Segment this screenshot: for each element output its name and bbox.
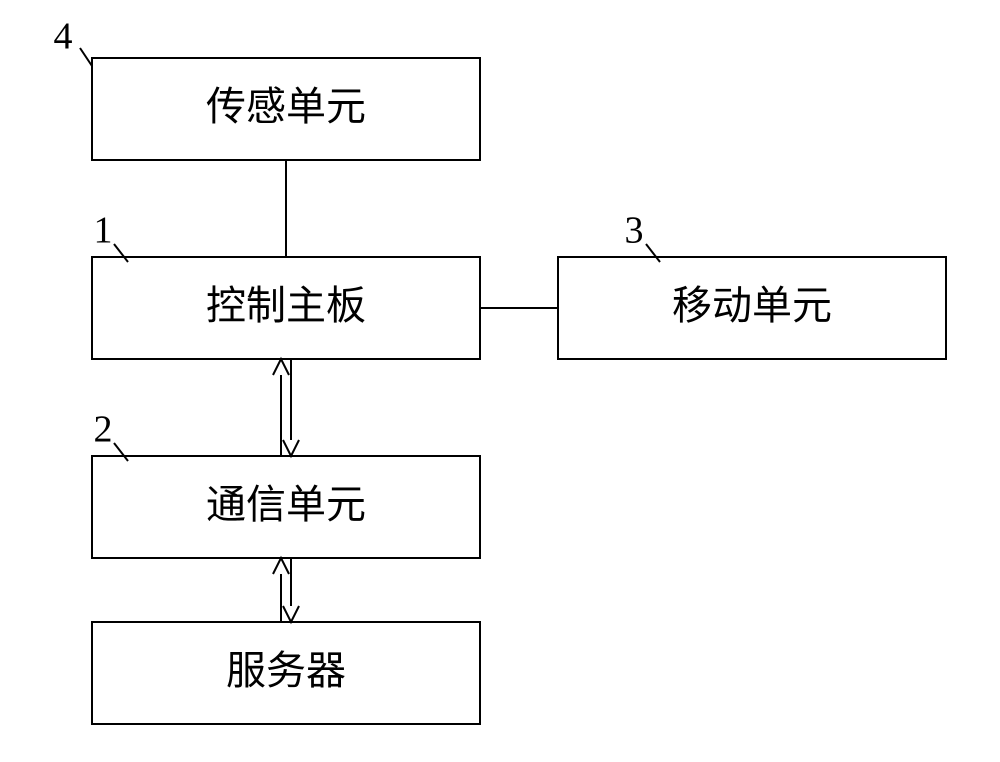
- edge-n1-n2: [273, 359, 299, 456]
- node-srv: 服务器: [92, 622, 480, 724]
- node-number: 1: [94, 210, 113, 252]
- node-label: 服务器: [226, 648, 346, 693]
- node-number: 2: [94, 409, 113, 451]
- edge-n2-srv: [273, 558, 299, 622]
- node-n2: 通信单元 2: [92, 409, 480, 558]
- node-label: 通信单元: [206, 482, 366, 527]
- node-label: 移动单元: [672, 283, 832, 328]
- node-label: 控制主板: [206, 283, 366, 328]
- node-n4: 传感单元 4: [54, 16, 481, 160]
- node-number: 4: [54, 16, 73, 58]
- nodes-group: 传感单元 4 控制主板 1 移动单元 3 通信单元 2 服务器: [54, 16, 947, 724]
- edges-group: [273, 160, 558, 622]
- system-block-diagram: 传感单元 4 控制主板 1 移动单元 3 通信单元 2 服务器: [0, 0, 1000, 762]
- node-label: 传感单元: [206, 84, 366, 129]
- node-n3: 移动单元 3: [558, 210, 946, 359]
- node-number: 3: [625, 210, 644, 252]
